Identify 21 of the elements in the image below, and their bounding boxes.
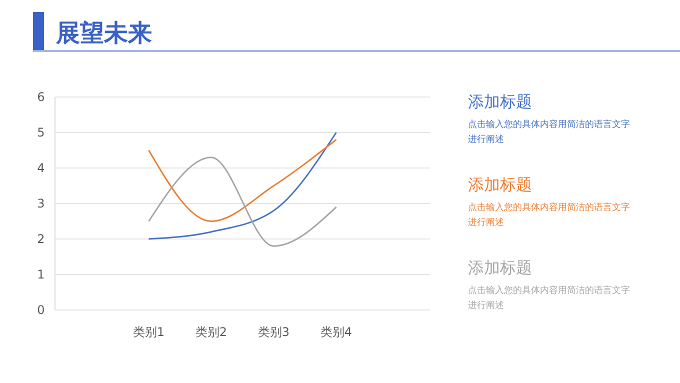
y-tick-label: 4 (37, 161, 45, 175)
line-series (148, 156, 337, 247)
text: 添加标题 (468, 175, 532, 194)
x-tick-label: 类别2 (195, 325, 228, 339)
x-tick-label: 类别1 (132, 325, 165, 339)
y-tick-label: 2 (37, 232, 45, 246)
text: 点击输入您的具体内容用简洁的语言文字进行阐述 (468, 285, 630, 311)
chart-title: 展望未来 (55, 19, 152, 47)
text: 点击输入您的具体内容用简洁的语言文字进行阐述 (468, 202, 630, 228)
y-tick-label: 3 (37, 196, 45, 210)
line-series (148, 132, 337, 240)
x-tick-label: 类别3 (258, 325, 290, 339)
y-tick-label: 1 (37, 268, 45, 282)
y-tick-label: 6 (37, 90, 45, 104)
y-tick-label: 0 (37, 303, 45, 317)
x-tick-label: 类别4 (320, 325, 352, 339)
text: 点击输入您的具体内容用简洁的语言文字进行阐述 (468, 119, 630, 145)
text: 添加标题 (468, 258, 532, 277)
y-tick-label: 5 (37, 126, 45, 140)
text: 添加标题 (468, 92, 532, 111)
line-series (148, 138, 337, 222)
